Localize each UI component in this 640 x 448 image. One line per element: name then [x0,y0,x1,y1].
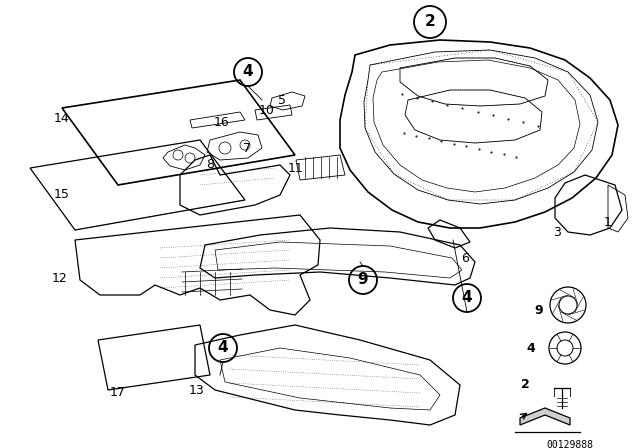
Text: 8: 8 [206,159,214,172]
Text: 4: 4 [526,341,535,354]
Text: 9: 9 [534,303,543,316]
Text: 17: 17 [110,385,126,399]
Polygon shape [520,408,570,425]
Text: 7: 7 [243,142,251,155]
Text: 13: 13 [189,383,205,396]
Text: 00129888: 00129888 [547,440,593,448]
Text: 11: 11 [288,161,304,175]
Text: 4: 4 [243,65,253,79]
Text: 16: 16 [214,116,230,129]
Text: 1: 1 [604,215,612,228]
Text: 9: 9 [358,272,368,288]
Text: 12: 12 [52,271,68,284]
Text: 4: 4 [218,340,228,356]
Text: 5: 5 [278,94,286,107]
Text: 3: 3 [553,227,561,240]
Text: 6: 6 [461,251,469,264]
Text: 10: 10 [259,103,275,116]
Text: 2: 2 [424,14,435,30]
Text: 14: 14 [54,112,70,125]
Text: 15: 15 [54,189,70,202]
Text: 2: 2 [521,379,530,392]
Text: 4: 4 [461,290,472,306]
